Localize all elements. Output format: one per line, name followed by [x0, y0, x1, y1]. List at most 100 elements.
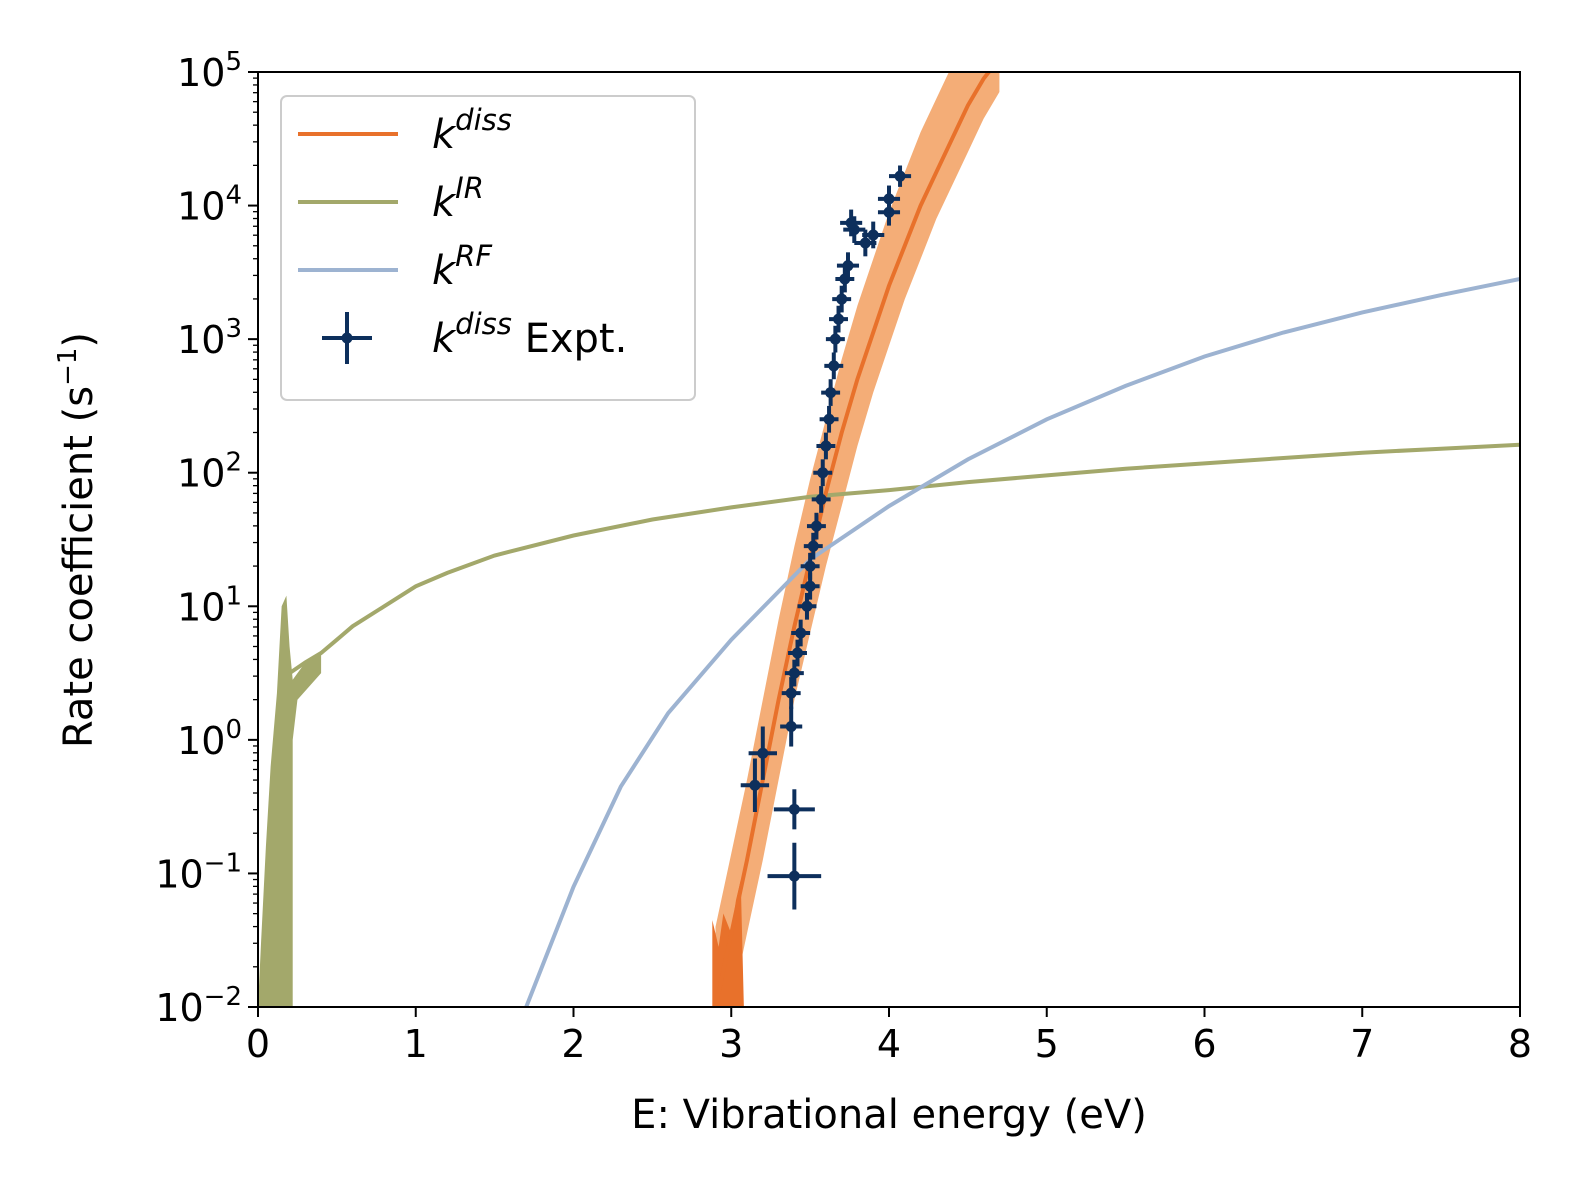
legend-label-sup: RF: [455, 239, 493, 273]
y-tick-label: 104: [177, 181, 242, 229]
legend-label-base: k: [432, 248, 457, 294]
expt-marker: [810, 520, 822, 532]
k-rf-line: [524, 277, 1520, 1007]
x-tick-label: 3: [719, 1022, 743, 1066]
expt-marker: [867, 229, 879, 241]
expt-marker: [883, 193, 895, 205]
expt-marker: [836, 293, 848, 305]
y-axis-label: Rate coefficient (s−1): [53, 332, 102, 748]
legend-k-rf: kRF: [298, 239, 493, 294]
x-tick-label: 6: [1192, 1022, 1216, 1066]
y-tick-label: 101: [177, 581, 242, 629]
expt-marker: [785, 721, 797, 732]
x-tick-label: 8: [1508, 1022, 1532, 1066]
expt-marker: [817, 467, 829, 479]
y-tick-exponent: 1: [225, 581, 242, 611]
legend-k-diss: kdiss: [298, 103, 512, 158]
k-diss-uncertainty-band: [715, 72, 1000, 1007]
legend-label-sup: diss: [455, 307, 512, 341]
expt-marker: [833, 313, 845, 325]
expt-point: [784, 659, 804, 687]
expt-marker: [804, 580, 816, 592]
expt-point: [824, 352, 844, 380]
plot-area: [258, 72, 1520, 1007]
y-tick-exponent: 3: [225, 314, 242, 344]
x-tick-label: 2: [561, 1022, 585, 1066]
y-axis-label-sup: −1: [53, 348, 83, 386]
expt-marker: [894, 170, 906, 182]
expt-marker: [749, 779, 761, 791]
legend-k-diss-expt: kdiss Expt.: [322, 307, 627, 364]
expt-point: [889, 165, 912, 187]
y-tick-exponent: −2: [204, 982, 242, 1012]
expt-point: [767, 842, 822, 910]
legend-label: kdiss: [432, 103, 512, 158]
y-tick-exponent: 4: [225, 181, 242, 211]
expt-point: [773, 789, 815, 830]
x-tick-label: 7: [1350, 1022, 1374, 1066]
expt-point: [862, 221, 885, 249]
expt-marker: [792, 647, 804, 659]
expt-point: [740, 758, 770, 812]
y-tick-label: 105: [177, 47, 242, 95]
expt-point: [836, 252, 860, 280]
y-tick-base: 10: [155, 852, 203, 896]
expt-point: [806, 512, 826, 540]
y-tick-base: 10: [177, 51, 225, 95]
expt-marker: [807, 540, 819, 552]
expt-point: [788, 639, 807, 667]
legend-label: kRF: [432, 239, 493, 294]
k-ir-line: [288, 442, 1520, 675]
y-tick-base: 10: [177, 185, 225, 229]
legend-k-ir: kIR: [298, 171, 484, 226]
x-tick-label: 1: [404, 1022, 428, 1066]
y-tick-label: 103: [177, 314, 242, 362]
expt-point: [816, 432, 836, 460]
expt-marker: [829, 333, 841, 345]
legend-label-suffix: Expt.: [512, 316, 627, 362]
legend-label-base: k: [432, 316, 457, 362]
expt-marker: [804, 560, 816, 572]
expt-point: [829, 305, 848, 333]
y-tick-label: 100: [177, 715, 242, 763]
legend-label-base: k: [432, 112, 457, 158]
y-tick-exponent: 5: [225, 47, 242, 77]
legend-label-base: k: [432, 180, 457, 226]
expt-marker: [788, 667, 800, 679]
expt-point: [748, 726, 777, 780]
y-tick-label: 10−1: [155, 848, 242, 896]
x-tick-label: 4: [877, 1022, 901, 1066]
expt-marker: [801, 600, 813, 612]
expt-point: [791, 619, 811, 647]
y-tick-base: 10: [155, 986, 203, 1030]
expt-point: [803, 532, 823, 560]
legend-label: kIR: [432, 171, 484, 226]
expt-marker: [828, 360, 840, 372]
y-tick-exponent: 0: [225, 715, 242, 745]
expt-marker: [825, 387, 837, 399]
legend-label: kdiss Expt.: [432, 307, 627, 362]
y-tick-exponent: 2: [225, 448, 242, 478]
expt-marker: [785, 687, 797, 699]
expt-point: [877, 185, 901, 213]
y-tick-base: 10: [177, 318, 225, 362]
y-tick-base: 10: [177, 719, 225, 763]
x-axis-label: E: Vibrational energy (eV): [631, 1092, 1147, 1138]
expt-point: [781, 677, 801, 710]
expt-marker: [788, 803, 800, 815]
expt-point: [797, 592, 817, 620]
expt-point: [811, 486, 831, 513]
expt-marker: [795, 627, 807, 639]
x-tick-label: 5: [1035, 1022, 1059, 1066]
expt-point: [821, 379, 841, 406]
legend-label-sup: IR: [455, 171, 484, 205]
y-axis-label-end: ): [56, 332, 102, 348]
legend-label-sup: diss: [455, 103, 512, 137]
expt-marker: [845, 217, 857, 229]
y-tick-label: 10−2: [155, 982, 242, 1030]
k-ir-noisy-region: [258, 595, 322, 1007]
y-tick-base: 10: [177, 452, 225, 496]
expt-marker: [823, 413, 835, 425]
